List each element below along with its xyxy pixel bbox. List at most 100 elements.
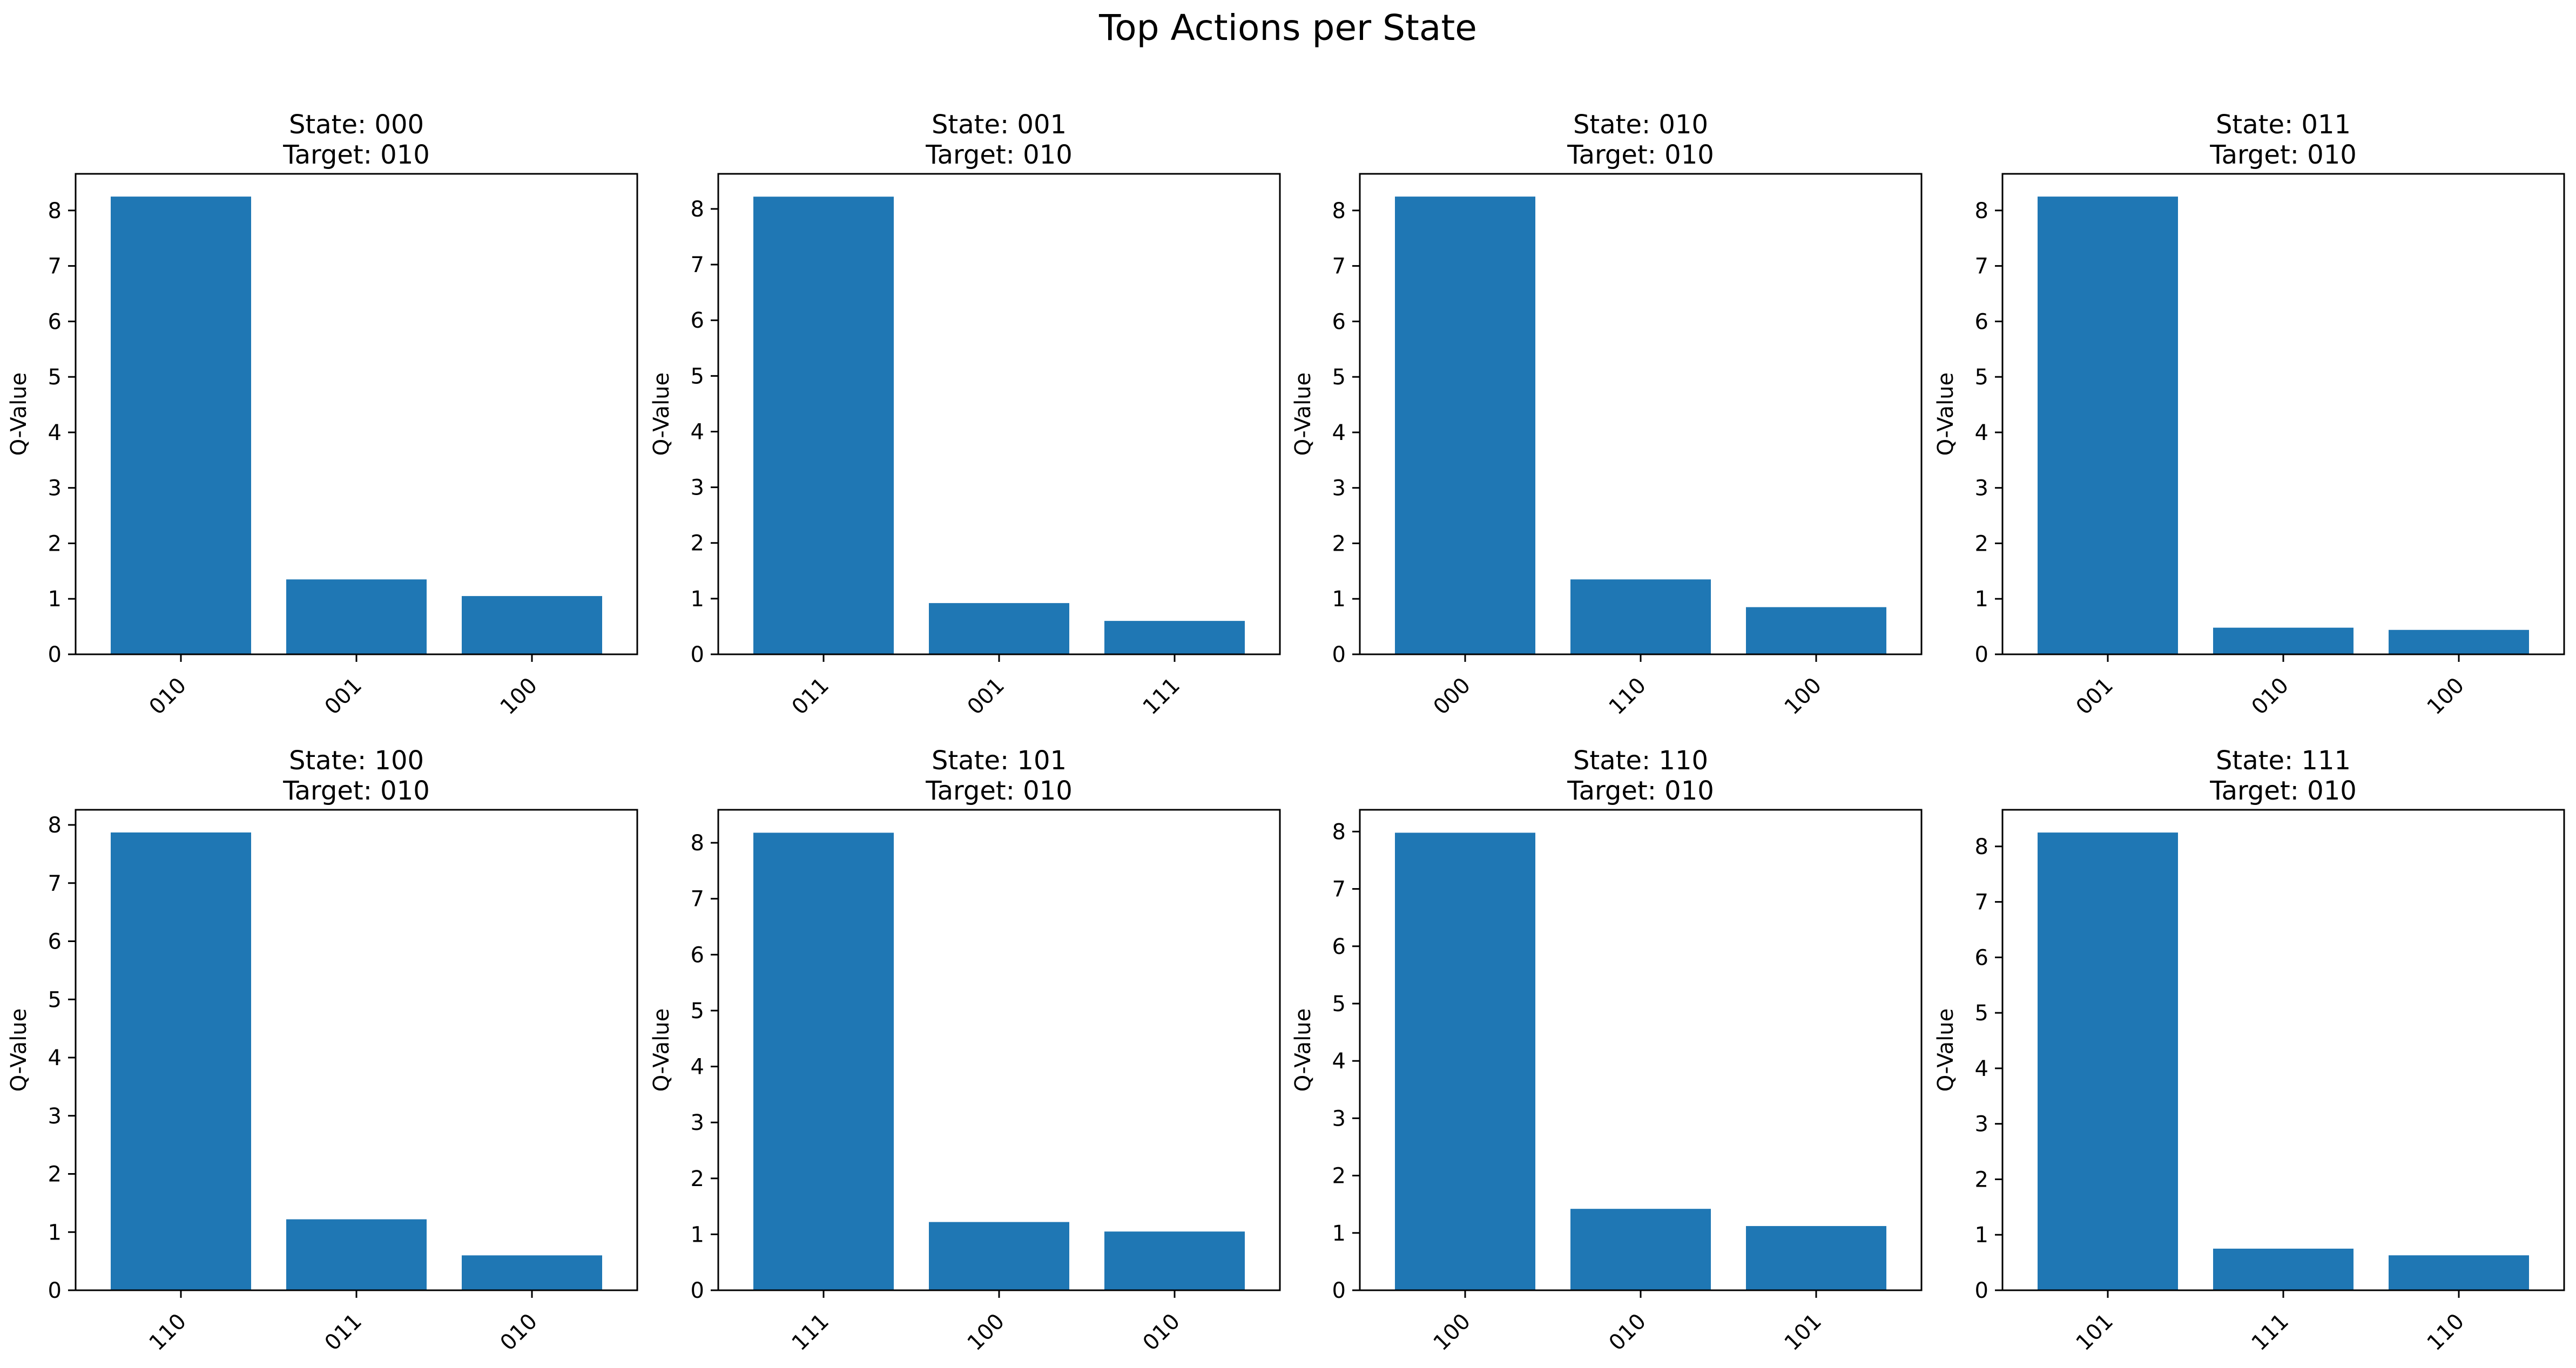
bar-100	[462, 596, 602, 654]
y-tick-label: 1	[691, 587, 704, 612]
y-tick-label: 7	[1975, 254, 1988, 279]
y-tick-label: 8	[691, 197, 704, 222]
y-tick-label: 0	[48, 642, 62, 667]
subplot-title-state: State: 101	[932, 746, 1067, 776]
y-tick-label: 6	[48, 309, 62, 334]
figure-title: Top Actions per State	[1098, 7, 1477, 49]
y-tick-label: 8	[48, 199, 62, 224]
subplot-title-target: Target: 010	[925, 140, 1073, 170]
bar-010	[1104, 1231, 1245, 1290]
y-tick-label: 6	[1975, 945, 1988, 970]
y-tick-label: 7	[691, 253, 704, 277]
y-tick-label: 8	[1975, 835, 1988, 859]
y-axis-label: Q-Value	[1291, 373, 1316, 456]
y-tick-label: 3	[48, 476, 62, 501]
y-tick-label: 5	[1332, 992, 1346, 1017]
y-tick-label: 5	[691, 999, 704, 1024]
bar-100	[2389, 629, 2529, 654]
subplot-title-state: State: 111	[2216, 746, 2351, 776]
bar-100	[1395, 832, 1535, 1290]
subplot-title-state: State: 011	[2216, 110, 2351, 140]
y-axis-label: Q-Value	[649, 1008, 674, 1092]
y-tick-label: 5	[48, 987, 62, 1012]
y-tick-label: 2	[1975, 1167, 1988, 1192]
y-tick-label: 4	[1332, 421, 1346, 445]
subplot-title-state: State: 001	[932, 110, 1067, 140]
bar-101	[1746, 1226, 1886, 1290]
bar-110	[2389, 1255, 2529, 1290]
y-tick-label: 6	[691, 943, 704, 967]
y-tick-label: 4	[48, 1046, 62, 1071]
y-tick-label: 8	[48, 813, 62, 838]
y-tick-label: 0	[48, 1278, 62, 1303]
bar-000	[1395, 197, 1535, 655]
y-tick-label: 4	[691, 1055, 704, 1080]
y-tick-label: 2	[1975, 531, 1988, 556]
bar-011	[286, 1219, 427, 1290]
y-tick-label: 8	[1975, 199, 1988, 224]
subplot-title-state: State: 100	[289, 746, 424, 776]
bar-100	[1746, 607, 1886, 654]
y-axis-label: Q-Value	[6, 373, 31, 456]
subplot-title-target: Target: 010	[1567, 140, 1714, 170]
y-tick-label: 8	[691, 831, 704, 856]
bar-001	[2038, 197, 2178, 655]
y-tick-label: 6	[691, 308, 704, 333]
y-tick-label: 2	[691, 1167, 704, 1191]
y-tick-label: 0	[1332, 642, 1346, 667]
y-tick-label: 3	[691, 476, 704, 500]
y-tick-label: 1	[1332, 587, 1346, 612]
subplot-title-target: Target: 010	[2209, 776, 2357, 806]
y-tick-label: 7	[691, 887, 704, 912]
y-tick-label: 1	[48, 587, 62, 612]
y-tick-label: 5	[48, 365, 62, 390]
subplot-title-target: Target: 010	[925, 776, 1073, 806]
y-tick-label: 8	[1332, 199, 1346, 224]
y-tick-label: 5	[691, 364, 704, 389]
y-tick-label: 5	[1332, 365, 1346, 390]
bar-010	[2213, 627, 2354, 654]
bar-101	[2038, 832, 2178, 1290]
bar-111	[2213, 1248, 2354, 1290]
y-axis-label: Q-Value	[1933, 373, 1958, 456]
y-tick-label: 7	[48, 254, 62, 279]
subplot-title-target: Target: 010	[1567, 776, 1714, 806]
y-tick-label: 2	[691, 531, 704, 556]
y-axis-label: Q-Value	[649, 373, 674, 456]
bar-111	[753, 832, 894, 1290]
y-tick-label: 1	[1975, 587, 1988, 612]
bar-100	[929, 1222, 1069, 1290]
y-tick-label: 8	[1332, 820, 1346, 844]
y-tick-label: 0	[1975, 642, 1988, 667]
subplot-title-target: Target: 010	[2209, 140, 2357, 170]
y-tick-label: 2	[48, 1162, 62, 1187]
y-tick-label: 3	[691, 1110, 704, 1135]
bar-011	[753, 197, 894, 655]
y-tick-label: 4	[1975, 421, 1988, 445]
y-tick-label: 3	[1332, 1106, 1346, 1131]
y-tick-label: 7	[1332, 877, 1346, 902]
bar-010	[1570, 1209, 1711, 1290]
bar-110	[111, 832, 251, 1290]
y-tick-label: 4	[1332, 1049, 1346, 1074]
y-tick-label: 6	[1975, 309, 1988, 334]
y-tick-label: 2	[48, 531, 62, 556]
y-tick-label: 1	[1975, 1223, 1988, 1248]
y-tick-label: 1	[1332, 1221, 1346, 1246]
y-tick-label: 4	[1975, 1057, 1988, 1081]
bar-110	[1570, 579, 1711, 654]
y-tick-label: 0	[691, 642, 704, 667]
y-tick-label: 6	[1332, 934, 1346, 959]
bar-001	[929, 603, 1069, 654]
y-tick-label: 6	[1332, 309, 1346, 334]
bar-111	[1104, 621, 1245, 654]
